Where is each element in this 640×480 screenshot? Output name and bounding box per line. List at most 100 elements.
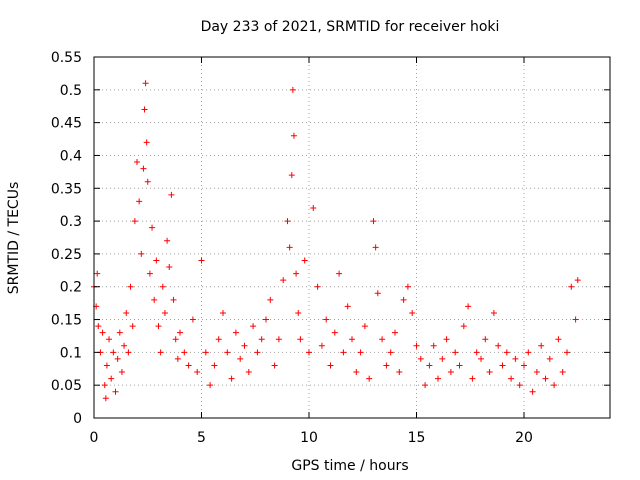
data-point: [174, 355, 181, 362]
data-point: [499, 362, 506, 369]
y-tick-label: 0.35: [51, 181, 82, 197]
data-point: [314, 283, 321, 290]
data-point: [284, 218, 291, 225]
data-point: [572, 316, 579, 323]
y-tick-label: 0: [73, 411, 82, 427]
x-axis-label: GPS time / hours: [291, 458, 408, 474]
data-point: [211, 362, 218, 369]
data-point: [529, 388, 536, 395]
data-point: [134, 159, 140, 166]
y-tick-label: 0.4: [60, 148, 82, 164]
data-point: [392, 329, 398, 336]
y-tick-label: 0.45: [51, 116, 82, 132]
data-point: [404, 283, 411, 290]
data-point: [220, 309, 226, 316]
data-point: [538, 342, 545, 349]
data-point: [151, 296, 158, 303]
x-tick-label: 15: [408, 430, 426, 446]
data-point: [275, 336, 282, 343]
data-point: [559, 369, 566, 376]
data-point: [112, 388, 119, 395]
data-point: [370, 218, 377, 225]
data-point: [129, 323, 136, 330]
data-point: [153, 257, 160, 264]
data-point: [166, 264, 173, 271]
data-point: [430, 342, 437, 349]
data-point: [301, 257, 308, 264]
data-point: [486, 369, 493, 376]
x-tick-label: 5: [197, 430, 206, 446]
data-point: [473, 349, 480, 356]
data-point: [114, 355, 121, 362]
data-point: [574, 277, 581, 284]
data-point: [533, 369, 540, 376]
data-point: [503, 349, 510, 356]
data-point: [555, 336, 562, 343]
chart-title: Day 233 of 2021, SRMTID for receiver hok…: [201, 19, 500, 35]
data-point: [482, 336, 489, 343]
data-point: [512, 355, 519, 362]
data-point: [289, 86, 296, 93]
data-point: [144, 178, 151, 185]
y-tick-label: 0.55: [51, 50, 82, 66]
data-point: [336, 270, 343, 277]
data-point: [465, 303, 472, 310]
data-point: [94, 270, 101, 277]
data-point: [149, 224, 156, 231]
data-point: [551, 382, 558, 389]
data-point: [409, 309, 416, 316]
data-point: [267, 296, 274, 303]
data-point: [435, 375, 441, 382]
data-point: [413, 342, 420, 349]
data-point: [159, 283, 166, 290]
data-point: [349, 336, 355, 343]
data-point: [99, 329, 106, 336]
data-point: [258, 336, 265, 343]
data-point: [198, 257, 205, 264]
data-point: [103, 362, 110, 369]
data-point: [516, 382, 523, 389]
data-point: [564, 349, 570, 356]
data-point: [310, 204, 317, 211]
data-point: [250, 323, 257, 330]
data-point: [400, 296, 407, 303]
data-point: [202, 349, 209, 356]
data-point: [306, 349, 312, 356]
data-point: [185, 362, 192, 369]
data-point: [215, 336, 222, 343]
data-point: [194, 369, 201, 376]
data-point: [228, 375, 235, 382]
data-point: [546, 355, 553, 362]
y-axis-label: SRMTID / TECUs: [6, 182, 22, 295]
data-point: [224, 349, 231, 356]
data-point: [495, 342, 502, 349]
data-point: [106, 336, 113, 343]
data-point: [443, 336, 450, 343]
data-point: [181, 349, 188, 356]
data-point: [263, 316, 269, 323]
data-point: [353, 369, 360, 376]
data-point: [189, 316, 196, 323]
y-tick-label: 0.25: [51, 247, 82, 263]
data-point: [318, 342, 325, 349]
data-point: [295, 309, 302, 316]
data-point: [177, 329, 183, 336]
data-point: [288, 172, 295, 179]
x-tick-label: 0: [90, 430, 99, 446]
data-point: [340, 349, 347, 356]
data-point: [232, 329, 239, 336]
data-point: [521, 362, 527, 369]
y-tick-label: 0.05: [51, 378, 82, 394]
plot-frame: [93, 56, 611, 419]
y-tick-label: 0.1: [60, 345, 82, 361]
data-point: [290, 132, 297, 139]
data-point: [568, 283, 575, 290]
data-point: [490, 309, 497, 316]
data-point: [146, 270, 153, 277]
data-point: [172, 336, 179, 343]
data-point: [127, 283, 134, 290]
data-point: [164, 237, 171, 244]
data-point: [293, 270, 300, 277]
data-point: [157, 349, 164, 356]
